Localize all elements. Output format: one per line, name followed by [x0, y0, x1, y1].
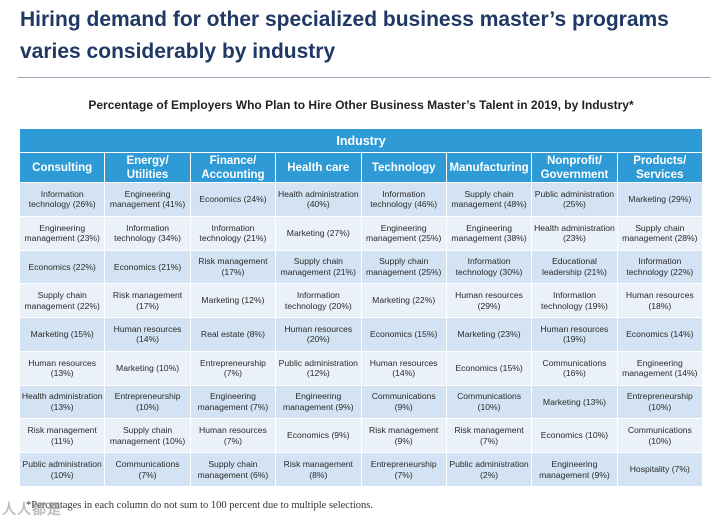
table-cell: Human resources (14%) [104, 317, 191, 352]
table-cell: Communications (10%) [445, 384, 533, 420]
table-cell: Risk management (17%) [189, 249, 277, 285]
table-cell: Economics (22%) [18, 249, 106, 285]
table-cell: Marketing (23%) [445, 317, 533, 352]
table-cell: Communications (16%) [531, 350, 618, 386]
column-header-row: Consulting Energy/ Utilities Finance/ Acco… [18, 152, 704, 183]
table-cell: Risk management (8%) [275, 452, 362, 487]
table-cell: Human resources (20%) [275, 317, 362, 352]
table-row: Economics (22%) Economics (21%) Risk manag… [18, 249, 704, 285]
table-row: Health administration (13%) Entrepreneurs… [18, 384, 704, 420]
table-cell: Engineering management (25%) [360, 215, 447, 251]
table-cell: Human resources (19%) [531, 317, 618, 352]
table-row: Marketing (15%) Human resources (14%) Real… [18, 317, 704, 352]
table-cell: Engineering management (41%) [104, 182, 191, 217]
table-cell: Educational leadership (21%) [531, 249, 618, 285]
table-cell: Information technology (22%) [616, 249, 704, 285]
table-row: Engineering management (23%) Information … [18, 215, 704, 251]
industry-table: Industry Consulting Energy/ Utilities Fina… [18, 128, 704, 487]
table-cell: Information technology (46%) [360, 182, 447, 217]
table-row: Risk management (11%) Supply chain manage… [18, 418, 704, 454]
table-cell: Communications (9%) [360, 384, 447, 420]
table-cell: Economics (24%) [189, 182, 277, 217]
table-cell: Marketing (13%) [531, 384, 618, 420]
table-cell: Supply chain management (10%) [104, 418, 191, 454]
table-cell: Public administration (10%) [18, 452, 106, 487]
column-header: Nonprofit/ Government [531, 152, 618, 183]
table-cell: Information technology (19%) [531, 283, 618, 319]
column-header: Finance/ Accounting [189, 152, 277, 183]
table-cell: Economics (10%) [531, 418, 618, 454]
table-cell: Supply chain management (21%) [275, 249, 362, 285]
table-cell: Engineering management (9%) [531, 452, 618, 487]
table-cell: Information technology (26%) [18, 182, 106, 217]
table-cell: Information technology (21%) [189, 215, 277, 251]
table-cell: Marketing (12%) [189, 283, 277, 319]
column-header: Manufacturing [445, 152, 533, 183]
table-cell: Risk management (11%) [18, 418, 106, 454]
table-cell: Marketing (15%) [18, 317, 106, 352]
table-cell: Human resources (29%) [445, 283, 533, 319]
table-cell: Economics (21%) [104, 249, 191, 285]
table-cell: Entrepreneurship (7%) [189, 350, 277, 386]
table-cell: Health administration (40%) [275, 182, 362, 217]
table-cell: Entrepreneurship (10%) [104, 384, 191, 420]
table-cell: Economics (15%) [445, 350, 533, 386]
table-cell: Engineering management (9%) [275, 384, 362, 420]
table-cell: Supply chain management (6%) [189, 452, 277, 487]
table-cell: Human resources (18%) [616, 283, 704, 319]
table-cell: Information technology (30%) [445, 249, 533, 285]
table-cell: Health administration (13%) [18, 384, 106, 420]
table-cell: Communications (10%) [616, 418, 704, 454]
column-header: Consulting [18, 152, 106, 183]
table-cell: Human resources (7%) [189, 418, 277, 454]
page-title: Hiring demand for other specialized busi… [20, 8, 669, 63]
table-cell: Economics (14%) [616, 317, 704, 352]
table-cell: Human resources (13%) [18, 350, 106, 386]
table-cell: Engineering management (38%) [445, 215, 533, 251]
table-cell: Engineering management (23%) [18, 215, 106, 251]
column-header: Technology [360, 152, 447, 183]
table-cell: Risk management (7%) [445, 418, 533, 454]
table-cell: Hospitality (7%) [616, 452, 704, 487]
table-row: Human resources (13%) Marketing (10%) Entr… [18, 350, 704, 386]
table-cell: Economics (9%) [275, 418, 362, 454]
table-cell: Engineering management (7%) [189, 384, 277, 420]
table-cell: Marketing (27%) [275, 215, 362, 251]
table-cell: Real estate (8%) [189, 317, 277, 352]
table-cell: Entrepreneurship (7%) [360, 452, 447, 487]
table-cell: Entrepreneurship (10%) [616, 384, 704, 420]
table-cell: Human resources (14%) [360, 350, 447, 386]
table-cell: Health administration (23%) [531, 215, 618, 251]
table-cell: Marketing (10%) [104, 350, 191, 386]
title-divider [18, 77, 710, 78]
table-cell: Public administration (12%) [275, 350, 362, 386]
watermark-logo: 人人都是 [2, 502, 62, 518]
table-cell: Supply chain management (28%) [616, 215, 704, 251]
table-cell: Marketing (29%) [616, 182, 704, 217]
table-row: Supply chain management (22%) Risk manage… [18, 283, 704, 319]
table-cell: Public administration (2%) [445, 452, 533, 487]
table-cell: Risk management (17%) [104, 283, 191, 319]
table-cell: Information technology (34%) [104, 215, 191, 251]
table-cell: Marketing (22%) [360, 283, 447, 319]
column-header: Health care [275, 152, 362, 183]
table-cell: Information technology (20%) [275, 283, 362, 319]
table-cell: Engineering management (14%) [616, 350, 704, 386]
table-cell: Supply chain management (25%) [360, 249, 447, 285]
footnote: *Percentages in each column do not sum t… [26, 500, 373, 511]
table-caption: Percentage of Employers Who Plan to Hire… [88, 98, 634, 112]
table-cell: Risk management (9%) [360, 418, 447, 454]
industry-group-header: Industry [19, 128, 703, 153]
table-body: Information technology (26%) Engineering … [18, 182, 704, 487]
table-cell: Public administration (25%) [531, 182, 618, 217]
table-cell: Economics (15%) [360, 317, 447, 352]
table-row: Public administration (10%) Communication… [18, 452, 704, 487]
table-cell: Supply chain management (22%) [18, 283, 106, 319]
column-header: Energy/ Utilities [104, 152, 191, 183]
table-cell: Supply chain management (48%) [445, 182, 533, 217]
table-cell: Communications (7%) [104, 452, 191, 487]
table-row: Information technology (26%) Engineering … [18, 182, 704, 217]
column-header: Products/ Services [616, 152, 704, 183]
